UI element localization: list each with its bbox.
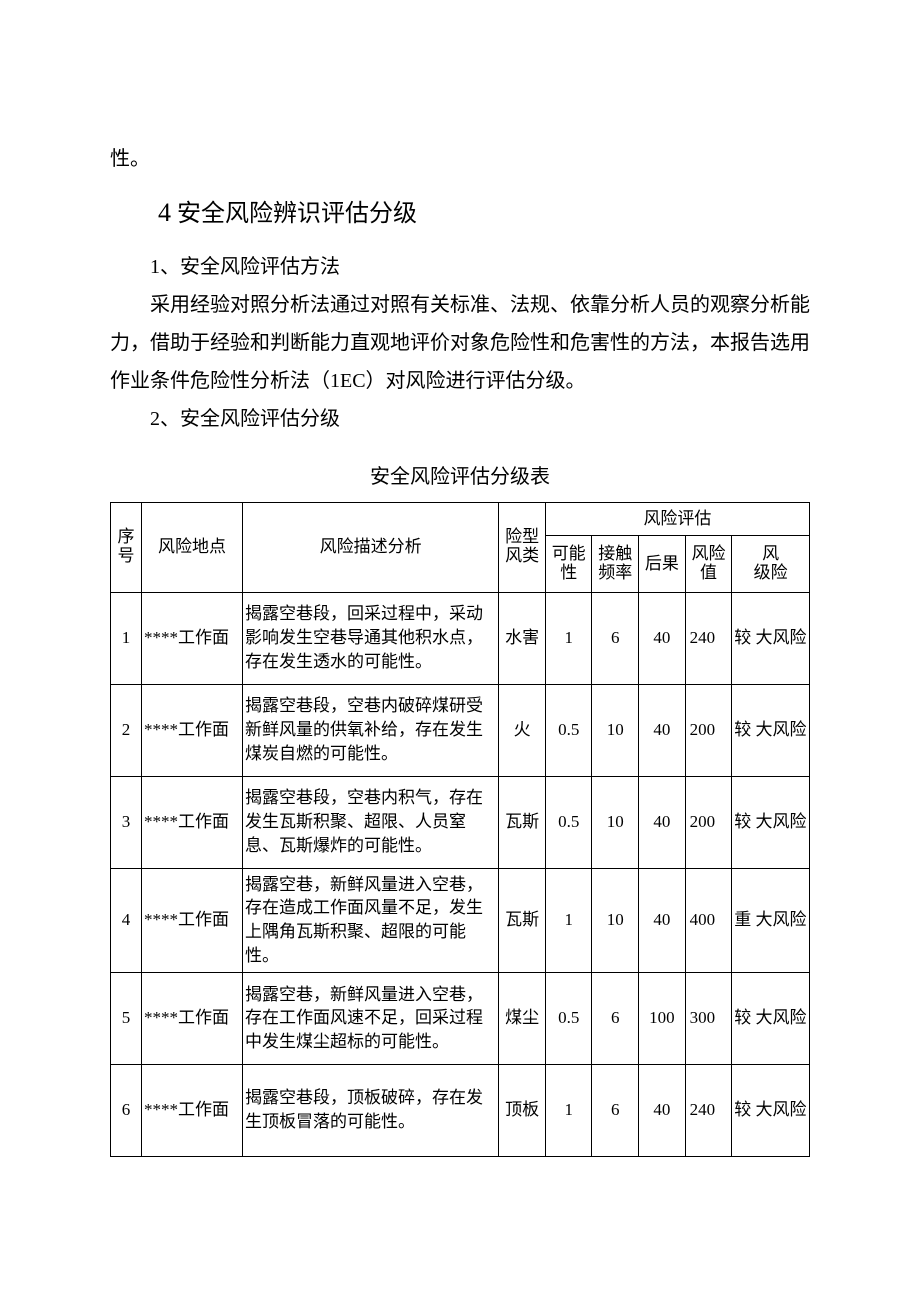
cell-type: 火 xyxy=(499,684,546,776)
cell-frequency: 10 xyxy=(592,776,639,868)
cell-frequency: 6 xyxy=(592,972,639,1064)
th-frequency: 接触频率 xyxy=(592,535,639,592)
cell-description: 揭露空巷段，空巷内积气，存在发生瓦斯积聚、超限、人员窒息、瓦斯爆炸的可能性。 xyxy=(243,776,499,868)
cell-level: 较 大风险 xyxy=(732,592,810,684)
cell-description: 揭露空巷段，顶板破碎，存在发生顶板冒落的可能性。 xyxy=(243,1064,499,1156)
subsection-4-2-heading: 2、安全风险评估分级 xyxy=(110,400,810,438)
cell-possibility: 1 xyxy=(545,1064,592,1156)
cell-frequency: 10 xyxy=(592,684,639,776)
cell-location: ****工作面 xyxy=(142,1064,243,1156)
th-value: 风险值 xyxy=(685,535,732,592)
cell-frequency: 10 xyxy=(592,868,639,972)
risk-assessment-table: 序号 风险地点 风险描述分析 险型风类 风险评估 可能性 接触频率 后果 风险值… xyxy=(110,502,810,1157)
table-row: 3 ****工作面 揭露空巷段，空巷内积气，存在发生瓦斯积聚、超限、人员窒息、瓦… xyxy=(111,776,810,868)
th-level: 风 级险 xyxy=(732,535,810,592)
cell-value: 200 xyxy=(685,776,732,868)
cell-value: 400 xyxy=(685,868,732,972)
cell-location: ****工作面 xyxy=(142,972,243,1064)
cell-consequence: 40 xyxy=(639,776,686,868)
subsection-4-1-heading: 1、安全风险评估方法 xyxy=(110,248,810,286)
cell-description: 揭露空巷段，回采过程中，采动影响发生空巷导通其他积水点，存在发生透水的可能性。 xyxy=(243,592,499,684)
table-row: 5 ****工作面 揭露空巷，新鲜风量进入空巷，存在工作面风速不足，回采过程中发… xyxy=(111,972,810,1064)
cell-level: 较 大风险 xyxy=(732,684,810,776)
table-body: 1 ****工作面 揭露空巷段，回采过程中，采动影响发生空巷导通其他积水点，存在… xyxy=(111,592,810,1156)
cell-possibility: 0.5 xyxy=(545,972,592,1064)
cell-seq: 2 xyxy=(111,684,142,776)
cell-level: 较 大风险 xyxy=(732,776,810,868)
cell-seq: 1 xyxy=(111,592,142,684)
cell-level: 较 大风险 xyxy=(732,972,810,1064)
cell-location: ****工作面 xyxy=(142,868,243,972)
document-page: 性。 4 安全风险辨识评估分级 1、安全风险评估方法 采用经验对照分析法通过对照… xyxy=(0,0,920,1301)
table-row: 2 ****工作面 揭露空巷段，空巷内破碎煤研受新鲜风量的供氧补给，存在发生煤炭… xyxy=(111,684,810,776)
th-possibility: 可能性 xyxy=(545,535,592,592)
cell-location: ****工作面 xyxy=(142,776,243,868)
cell-seq: 4 xyxy=(111,868,142,972)
section-4-title: 安全风险辨识评估分级 xyxy=(177,201,417,227)
cell-location: ****工作面 xyxy=(142,684,243,776)
risk-table-title: 安全风险评估分级表 xyxy=(110,458,810,496)
cell-seq: 5 xyxy=(111,972,142,1064)
table-header: 序号 风险地点 风险描述分析 险型风类 风险评估 可能性 接触频率 后果 风险值… xyxy=(111,502,810,592)
cell-level: 重 大风险 xyxy=(732,868,810,972)
th-location: 风险地点 xyxy=(142,502,243,592)
cell-type: 顶板 xyxy=(499,1064,546,1156)
th-consequence: 后果 xyxy=(639,535,686,592)
th-seq: 序号 xyxy=(111,502,142,592)
cell-possibility: 1 xyxy=(545,592,592,684)
subsection-4-1-body: 采用经验对照分析法通过对照有关标准、法规、依靠分析人员的观察分析能力，借助于经验… xyxy=(110,286,810,400)
cell-possibility: 0.5 xyxy=(545,776,592,868)
cell-consequence: 40 xyxy=(639,1064,686,1156)
intro-tail-text: 性。 xyxy=(110,140,810,178)
cell-description: 揭露空巷段，空巷内破碎煤研受新鲜风量的供氧补给，存在发生煤炭自燃的可能性。 xyxy=(243,684,499,776)
th-assessment-group: 风险评估 xyxy=(545,502,809,535)
cell-level: 较 大风险 xyxy=(732,1064,810,1156)
cell-consequence: 100 xyxy=(639,972,686,1064)
cell-type: 瓦斯 xyxy=(499,776,546,868)
th-level-part-b: 级险 xyxy=(754,563,788,582)
th-type: 险型风类 xyxy=(499,502,546,592)
cell-value: 240 xyxy=(685,1064,732,1156)
table-row: 4 ****工作面 揭露空巷，新鲜风量进入空巷，存在造成工作面风量不足，发生上隅… xyxy=(111,868,810,972)
cell-seq: 3 xyxy=(111,776,142,868)
cell-frequency: 6 xyxy=(592,1064,639,1156)
cell-seq: 6 xyxy=(111,1064,142,1156)
cell-consequence: 40 xyxy=(639,684,686,776)
cell-type: 瓦斯 xyxy=(499,868,546,972)
cell-description: 揭露空巷，新鲜风量进入空巷，存在工作面风速不足，回采过程中发生煤尘超标的可能性。 xyxy=(243,972,499,1064)
cell-value: 300 xyxy=(685,972,732,1064)
cell-value: 240 xyxy=(685,592,732,684)
table-row: 1 ****工作面 揭露空巷段，回采过程中，采动影响发生空巷导通其他积水点，存在… xyxy=(111,592,810,684)
section-4-number: 4 xyxy=(158,198,171,227)
th-description: 风险描述分析 xyxy=(243,502,499,592)
cell-consequence: 40 xyxy=(639,592,686,684)
cell-possibility: 1 xyxy=(545,868,592,972)
cell-location: ****工作面 xyxy=(142,592,243,684)
section-4-heading: 4 安全风险辨识评估分级 xyxy=(110,188,810,238)
cell-type: 煤尘 xyxy=(499,972,546,1064)
table-row: 6 ****工作面 揭露空巷段，顶板破碎，存在发生顶板冒落的可能性。 顶板 1 … xyxy=(111,1064,810,1156)
cell-type: 水害 xyxy=(499,592,546,684)
th-level-part-a: 风 xyxy=(762,544,779,563)
cell-consequence: 40 xyxy=(639,868,686,972)
cell-value: 200 xyxy=(685,684,732,776)
cell-description: 揭露空巷，新鲜风量进入空巷，存在造成工作面风量不足，发生上隅角瓦斯积聚、超限的可… xyxy=(243,868,499,972)
cell-frequency: 6 xyxy=(592,592,639,684)
cell-possibility: 0.5 xyxy=(545,684,592,776)
